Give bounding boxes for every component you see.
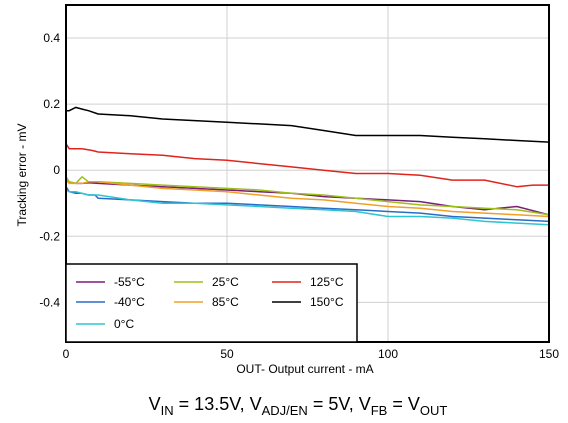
x-tick-label: 150 — [539, 347, 559, 361]
x-tick-label: 0 — [63, 347, 70, 361]
legend-label: 25°C — [212, 275, 239, 289]
legend-label: 85°C — [212, 295, 239, 309]
y-tick-label: -0.4 — [39, 295, 60, 309]
y-tick-label: 0 — [53, 163, 60, 177]
caption-v1: V — [149, 394, 161, 414]
caption-part2: = 5V, V — [308, 394, 371, 414]
legend-label: -40°C — [114, 295, 145, 309]
y-tick-labels: 0.4 0.2 0 -0.2 -0.4 — [39, 31, 60, 309]
legend-label: 125°C — [310, 275, 344, 289]
x-axis-label-prefix: OUT — [236, 362, 262, 376]
series-line — [65, 176, 550, 216]
y-tick-label: 0.4 — [43, 31, 60, 45]
caption-part1: = 13.5V, V — [174, 394, 262, 414]
caption-sub-in: IN — [161, 403, 174, 418]
series-layer — [65, 106, 550, 226]
series-line — [65, 143, 549, 188]
caption-sub-out: OUT — [420, 403, 448, 418]
y-axis-label: Tracking error - mV — [15, 124, 29, 227]
series-line — [66, 106, 550, 143]
series-line — [65, 189, 550, 226]
y-tick-label: -0.2 — [39, 229, 60, 243]
x-tick-labels: 0 50 100 150 — [63, 347, 560, 361]
x-axis-label: OUT- Output current - mA — [236, 362, 373, 376]
legend-label: 0°C — [114, 317, 134, 331]
legend-label: 150°C — [310, 295, 344, 309]
legend-label: -55°C — [114, 275, 145, 289]
y-tick-label: 0.2 — [43, 97, 60, 111]
test-conditions-caption: VIN = 13.5V, VADJ/EN = 5V, VFB = VOUT — [149, 394, 448, 418]
x-axis-label-rest: - Output current - mA — [261, 362, 374, 376]
caption-part3: = V — [387, 394, 420, 414]
series-line — [65, 179, 550, 218]
x-tick-label: 50 — [220, 347, 234, 361]
legend: -55°C 25°C 125°C -40°C 85°C 150°C 0°C — [65, 263, 358, 343]
legend-box — [65, 263, 358, 343]
caption-sub-fb: FB — [371, 403, 388, 418]
x-tick-label: 100 — [378, 347, 398, 361]
caption-sub-adj: ADJ/EN — [262, 403, 308, 418]
